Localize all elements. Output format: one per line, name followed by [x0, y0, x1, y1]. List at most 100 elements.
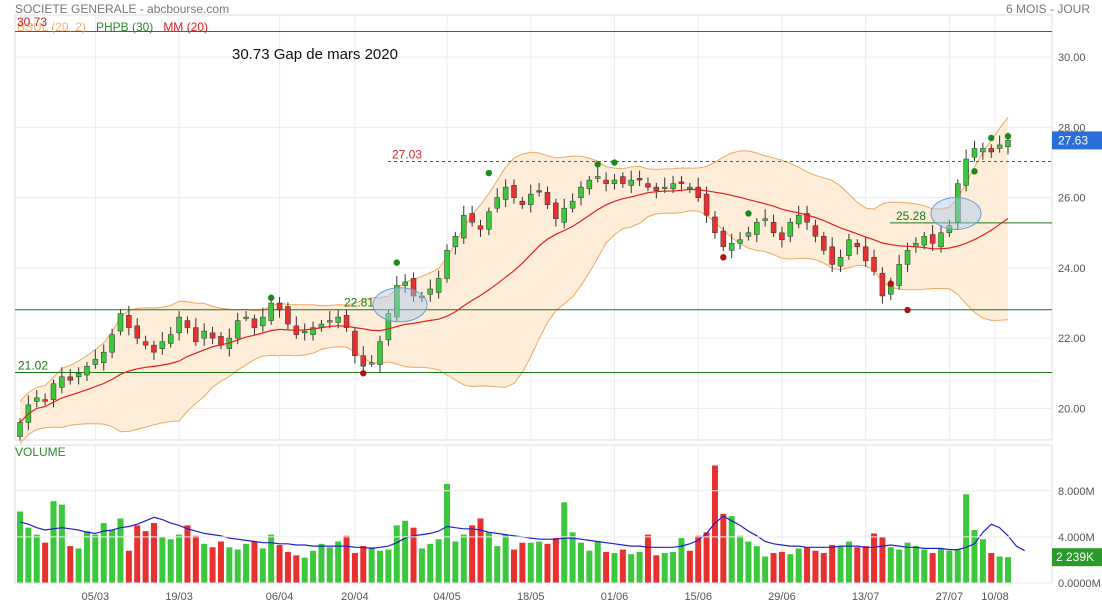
volume-tick-label: 0.0000M — [1058, 578, 1101, 590]
x-tick-label: 27/07 — [936, 591, 964, 603]
candle-body — [620, 176, 626, 184]
candle-body — [42, 399, 48, 402]
volume-bar — [343, 535, 350, 583]
candle-body — [126, 315, 132, 328]
volume-bar — [670, 551, 677, 583]
volume-bar — [410, 527, 417, 583]
volume-bar — [360, 546, 367, 583]
volume-bar — [787, 554, 794, 583]
candle-body — [695, 186, 701, 198]
candle-body — [854, 243, 861, 248]
volume-bar — [427, 543, 434, 583]
candle-body — [527, 193, 534, 205]
volume-bar — [109, 529, 116, 583]
candle-body — [628, 179, 634, 186]
candle-body — [678, 181, 685, 184]
candle-body — [938, 232, 944, 248]
volume-bar — [83, 531, 90, 583]
volume-bar — [946, 550, 953, 583]
candle-body — [193, 327, 199, 342]
candle-body — [50, 383, 57, 400]
volume-bar — [167, 539, 174, 583]
volume-bar — [762, 556, 769, 583]
candle-body — [687, 186, 693, 189]
phpb-high-marker — [971, 168, 978, 175]
volume-bar — [502, 534, 509, 583]
candle-body — [494, 197, 501, 209]
volume-bar — [268, 534, 275, 583]
volume-bar — [226, 547, 233, 583]
volume-bar — [686, 550, 693, 583]
volume-bar — [636, 551, 643, 583]
volume-bar — [318, 543, 325, 583]
last-price-value: 27.63 — [1058, 133, 1088, 147]
phpb-high-marker — [485, 169, 493, 177]
candle-body — [578, 186, 584, 198]
volume-bar — [444, 483, 451, 583]
candle-body — [879, 272, 886, 297]
volume-bar — [368, 547, 375, 583]
x-tick-label: 29/06 — [768, 591, 796, 603]
bollinger-band-fill — [20, 117, 1008, 444]
candle-body — [469, 213, 475, 223]
candle-body — [251, 318, 258, 328]
candle-body — [846, 239, 852, 256]
candle-body — [310, 327, 316, 335]
volume-bar — [50, 501, 57, 583]
volume-bar — [92, 534, 99, 583]
volume-bar — [753, 546, 760, 583]
phpb-high-marker — [1004, 132, 1012, 140]
candle-body — [360, 355, 367, 367]
volume-bar — [896, 549, 903, 583]
volume-bar — [879, 536, 886, 583]
phpb-low-marker — [887, 280, 894, 287]
volume-bar — [586, 550, 593, 583]
volume-bar — [929, 553, 936, 583]
volume-bar — [326, 547, 333, 583]
phpb-high-marker — [267, 294, 275, 301]
volume-bar — [552, 538, 559, 583]
volume-bar — [912, 546, 919, 583]
candle-body — [754, 221, 760, 235]
candle-body — [1005, 140, 1011, 147]
volume-bar — [494, 546, 501, 583]
candle-body — [955, 183, 961, 223]
volume-bar — [594, 541, 601, 583]
volume-bar — [979, 539, 986, 583]
volume-bar — [720, 513, 727, 583]
period-label[interactable]: 6 MOIS - JOUR — [1005, 2, 1090, 16]
volume-bar — [142, 531, 149, 583]
volume-bar — [209, 547, 216, 583]
gap-highlight-ellipse — [372, 287, 428, 323]
volume-bar — [17, 511, 23, 583]
x-tick-label: 13/07 — [852, 591, 880, 603]
candle-body — [75, 373, 82, 378]
volume-bar — [812, 550, 819, 583]
volume-bar — [628, 554, 635, 583]
candle-body — [988, 148, 995, 153]
last-volume-value: 2 239K — [1056, 550, 1094, 564]
candle-body — [184, 320, 191, 328]
candle-body — [569, 200, 576, 209]
legend-mm: MM (20) — [163, 20, 208, 34]
candle-body — [67, 376, 73, 381]
candle-body — [159, 341, 166, 349]
candle-body — [636, 178, 643, 181]
level-label: 21.02 — [18, 359, 48, 373]
volume-bar — [988, 553, 995, 583]
gap-annotation: 30.73 Gap de mars 2020 — [232, 46, 398, 63]
volume-bar — [435, 539, 442, 583]
candle-body — [209, 332, 216, 339]
candle-body — [795, 214, 802, 225]
candle-body — [963, 158, 969, 186]
volume-panel-label: VOLUME — [15, 445, 66, 459]
candle-body — [410, 278, 417, 297]
candle-body — [502, 186, 509, 200]
bollinger-lower-line — [19, 210, 1009, 444]
volume-bar — [728, 516, 735, 583]
candle-body — [812, 225, 819, 237]
volume-bar — [393, 525, 400, 583]
volume-bar — [569, 532, 576, 583]
candle-body — [787, 221, 794, 237]
